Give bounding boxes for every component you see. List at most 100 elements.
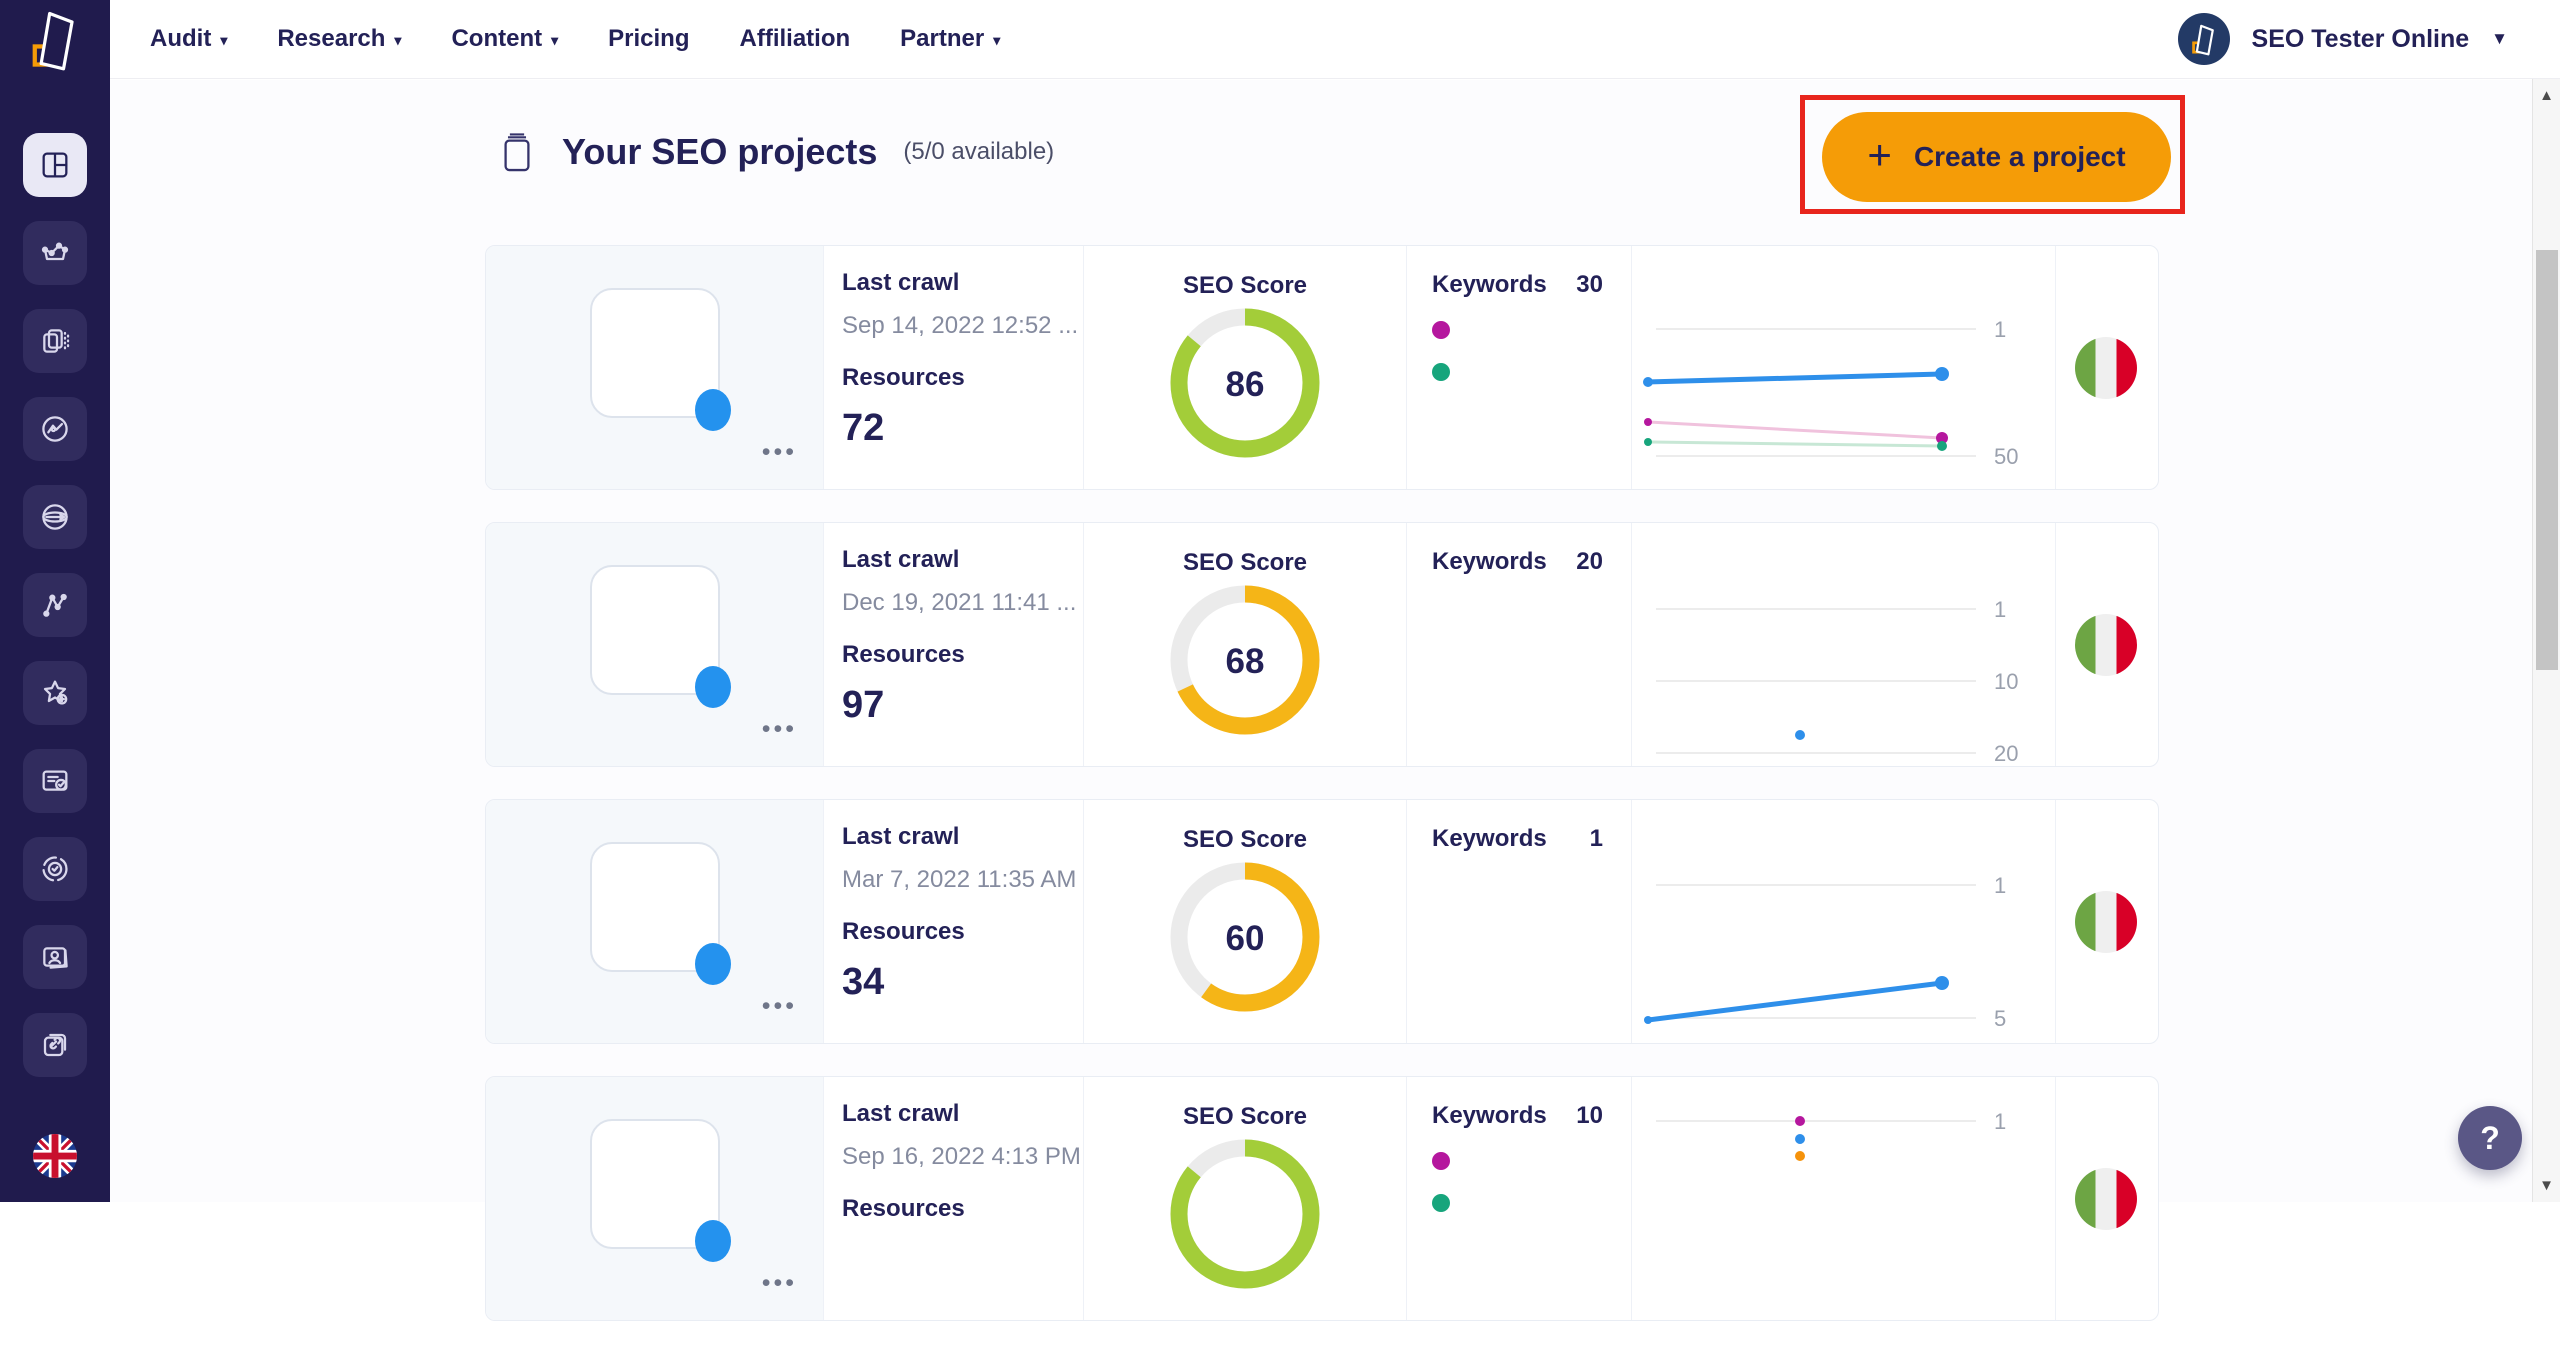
- project-card: ••• Last crawl Sep 14, 2022 12:52 ... Re…: [485, 245, 2159, 490]
- keywords-count: 1: [1589, 825, 1603, 852]
- last-crawl-date: Dec 19, 2021 11:41 ...: [842, 589, 1077, 616]
- resources-label: Resources: [842, 641, 965, 668]
- keywords-count: 10: [1576, 1102, 1603, 1129]
- main-content: Your SEO projects (5/0 available) + Crea…: [110, 80, 2532, 1321]
- scroll-up-icon[interactable]: ▲: [2539, 87, 2554, 104]
- last-crawl-date: Sep 14, 2022 12:52 ...: [842, 312, 1079, 339]
- brand-logo-icon: [2191, 24, 2214, 56]
- keyword-legend-dot: [1432, 1152, 1450, 1170]
- keyword-position-chart: 1 50: [1643, 317, 2018, 469]
- italy-flag-icon: [2075, 614, 2137, 676]
- sidebar-item-keyword-gauge[interactable]: [23, 397, 87, 461]
- seo-score-ring: 68: [1170, 585, 1320, 735]
- seo-score-cell: SEO Score 86: [1084, 246, 1407, 489]
- nav-item-label: Content: [451, 25, 543, 52]
- target-check-icon: [42, 856, 68, 882]
- sidebar: [0, 0, 110, 1202]
- keyword-legend-dot: [1432, 321, 1450, 339]
- project-thumbnail-cell: •••: [486, 246, 824, 489]
- last-crawl-date: Mar 7, 2022 11:35 AM: [842, 866, 1077, 893]
- keyword-legend: [1407, 853, 1631, 875]
- resources-label: Resources: [842, 1195, 965, 1222]
- star-plus-icon: [43, 680, 68, 705]
- sidebar-item-seo-checker[interactable]: [23, 221, 87, 285]
- keyword-legend-dot: [1432, 363, 1450, 381]
- app-logo[interactable]: [27, 6, 83, 72]
- project-thumbnail[interactable]: [590, 288, 731, 431]
- scrollbar-thumb[interactable]: [2536, 250, 2558, 670]
- lead-card-icon: [43, 947, 68, 969]
- seo-checker-icon: [41, 242, 69, 261]
- chevron-down-icon: ▾: [551, 31, 559, 48]
- project-thumbnail[interactable]: [590, 1119, 731, 1262]
- keyword-position-chart: 1 10 20: [1656, 597, 2018, 766]
- sidebar-item-star-plus[interactable]: [23, 661, 87, 725]
- globe-explorer-icon: [42, 504, 68, 530]
- rank-graph-icon: [43, 593, 67, 617]
- seo-score-ring: 86: [1170, 308, 1320, 458]
- seo-score-cell: SEO Score 68: [1084, 523, 1407, 766]
- status-dot: [695, 943, 731, 985]
- axis-label: 1: [1994, 317, 2006, 342]
- language-flag-uk[interactable]: [33, 1134, 77, 1178]
- nav-item-label: Audit: [150, 25, 212, 52]
- seo-score-label: SEO Score: [1182, 826, 1308, 853]
- nav-item-pricing[interactable]: Pricing: [608, 25, 689, 53]
- project-menu-button[interactable]: •••: [761, 438, 797, 466]
- last-crawl-label: Last crawl: [842, 269, 960, 296]
- help-button[interactable]: ?: [2458, 1106, 2522, 1170]
- copy-metrics-icon: [43, 329, 70, 353]
- sidebar-item-target-check[interactable]: [23, 837, 87, 901]
- last-crawl-label: Last crawl: [842, 546, 960, 573]
- project-menu-button[interactable]: •••: [761, 1269, 797, 1297]
- app-logo-icon: [32, 11, 74, 71]
- seo-score-donut: 60: [1084, 862, 1406, 1012]
- project-card: ••• Last crawl Mar 7, 2022 11:35 AM Reso…: [485, 799, 2159, 1044]
- scroll-down-icon[interactable]: ▼: [2539, 1177, 2554, 1194]
- create-project-button[interactable]: + Create a project: [1822, 112, 2171, 202]
- position-chart-cell: 1 50: [1632, 246, 2056, 489]
- nav-item-partner[interactable]: Partner ▾: [900, 25, 1000, 53]
- project-thumbnail[interactable]: [590, 842, 731, 985]
- project-menu-button[interactable]: •••: [761, 715, 797, 743]
- project-menu-button[interactable]: •••: [761, 992, 797, 1020]
- sidebar-item-lead-card[interactable]: [23, 925, 87, 989]
- chevron-down-icon: ▾: [220, 31, 228, 48]
- sidebar-item-rank-graph[interactable]: [23, 573, 87, 637]
- projects-availability: (5/0 available): [903, 138, 1055, 165]
- keywords-count: 30: [1576, 271, 1603, 298]
- country-cell: [2056, 523, 2156, 766]
- resources-count: 97: [842, 684, 885, 726]
- crawl-cell: Last crawl Sep 16, 2022 4:13 PM Resource…: [824, 1077, 1084, 1320]
- last-crawl-label: Last crawl: [842, 1100, 960, 1127]
- keywords-label: Keywords: [1432, 271, 1547, 298]
- axis-label: 5: [1994, 1006, 2006, 1031]
- page-title: Your SEO projects: [562, 131, 878, 172]
- resources-label: Resources: [842, 364, 965, 391]
- resources-label: Resources: [842, 918, 965, 945]
- project-thumbnail-cell: •••: [486, 523, 824, 766]
- last-crawl-label: Last crawl: [842, 823, 960, 850]
- sidebar-item-link-pages[interactable]: [23, 1013, 87, 1077]
- sidebar-item-dashboard[interactable]: [23, 133, 87, 197]
- seo-score-value: 68: [1226, 642, 1265, 681]
- seo-score-label: SEO Score: [1182, 1103, 1308, 1130]
- nav-item-content[interactable]: Content ▾: [451, 25, 558, 53]
- sidebar-item-globe-explorer[interactable]: [23, 485, 87, 549]
- status-dot: [695, 389, 731, 431]
- nav-item-label: Research: [277, 25, 386, 52]
- project-thumbnail[interactable]: [590, 565, 731, 708]
- position-chart-cell: 1: [1632, 1077, 2056, 1320]
- keyword-gauge-icon: [42, 416, 68, 442]
- nav-item-audit[interactable]: Audit ▾: [150, 25, 227, 53]
- account-menu[interactable]: SEO Tester Online ▼: [2177, 0, 2508, 78]
- sidebar-item-report-check[interactable]: [23, 749, 87, 813]
- keywords-label: Keywords: [1432, 548, 1547, 575]
- account-name: SEO Tester Online: [2251, 24, 2470, 53]
- crawl-cell: Last crawl Mar 7, 2022 11:35 AM Resource…: [824, 800, 1084, 1043]
- sidebar-item-copy-metrics[interactable]: [23, 309, 87, 373]
- scrollbar[interactable]: ▲ ▼: [2532, 79, 2560, 1202]
- nav-item-affiliation[interactable]: Affiliation: [740, 25, 851, 53]
- nav-item-research[interactable]: Research ▾: [277, 25, 401, 53]
- keywords-cell: Keywords 30: [1407, 246, 1632, 489]
